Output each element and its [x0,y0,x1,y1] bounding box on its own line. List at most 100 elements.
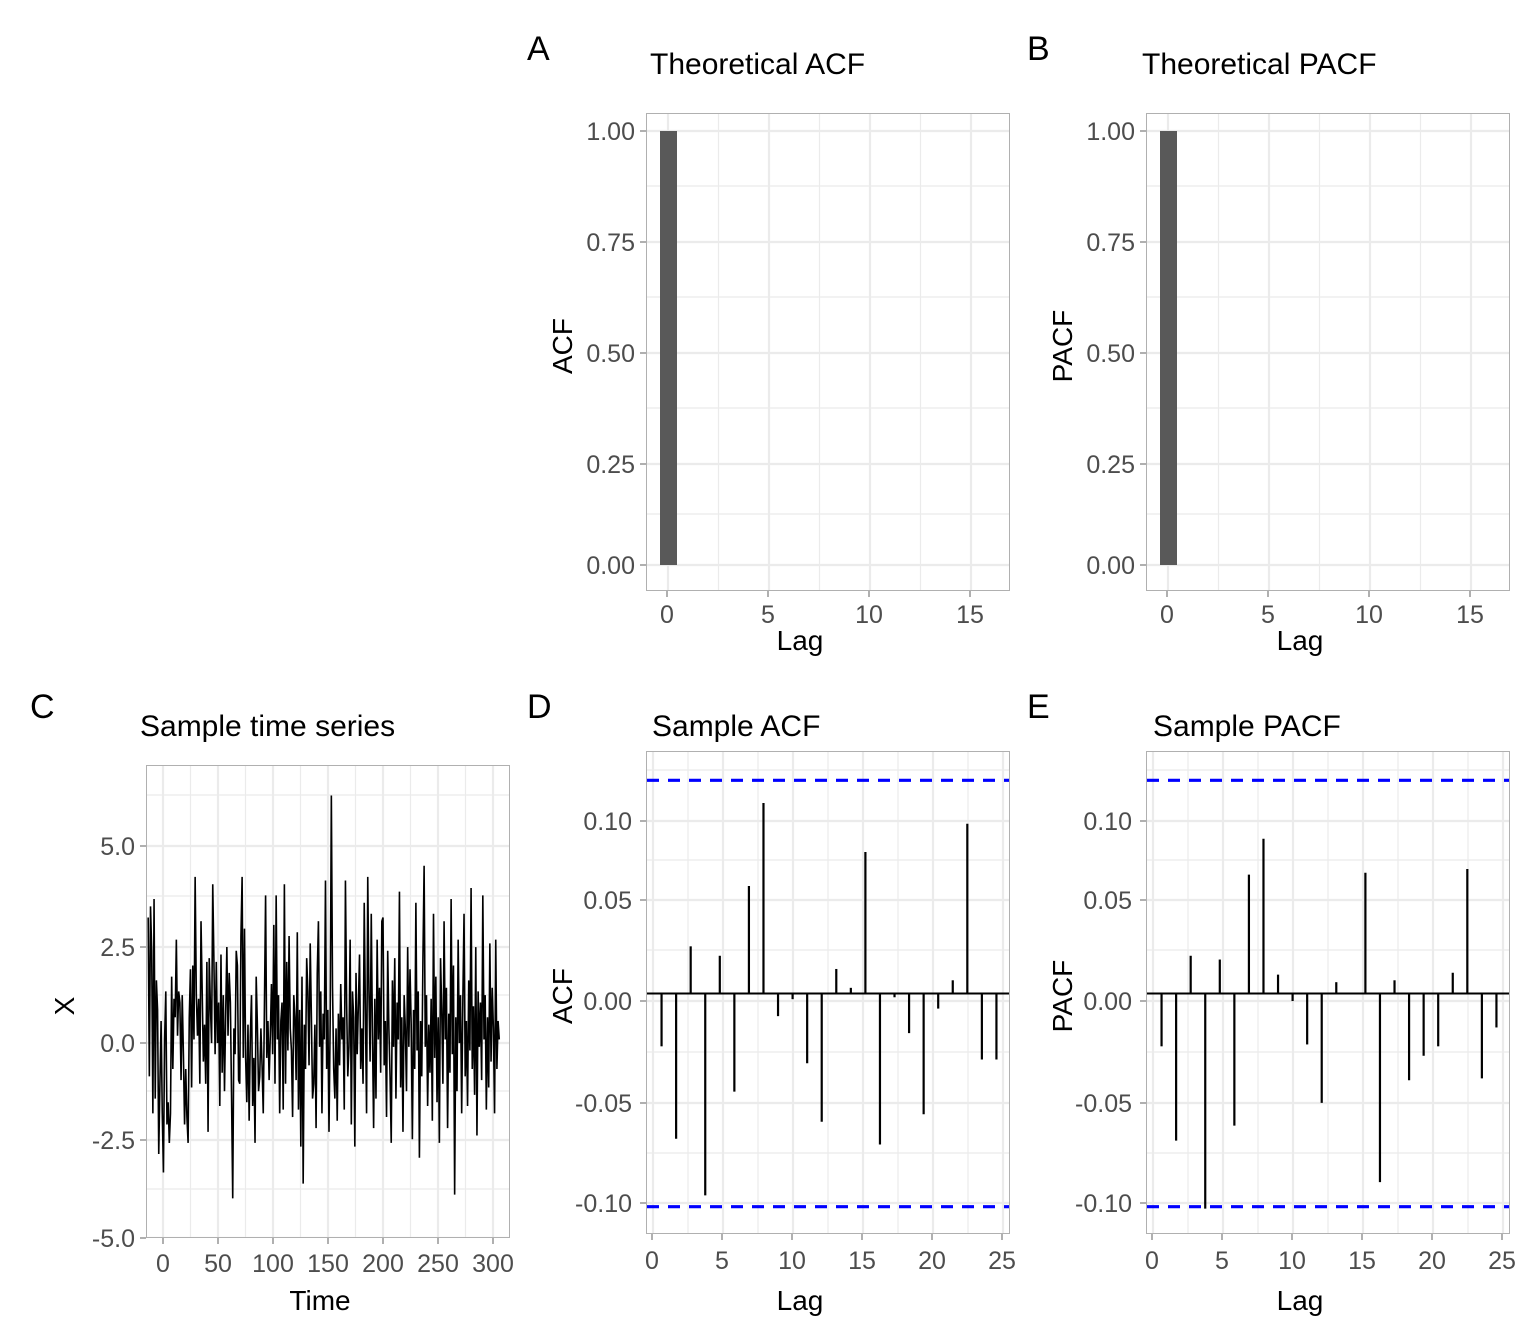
panel-b-ytick-3: 0.75 [1086,229,1135,257]
panel-e-ytickmark-0 [1140,1202,1146,1204]
panel-b-bars [1160,131,1177,565]
panel-c-tag: C [30,688,55,726]
panel-e-xtickmark-4 [1431,1234,1433,1240]
panel-e-xtick-5: 25 [1488,1247,1516,1275]
panel-b-xlabel: Lag [1276,625,1324,656]
panel-d-xtickmark-3 [861,1234,863,1240]
panel-c-title: Sample time series [140,710,396,743]
panel-c-xlabel: Time [289,1285,351,1316]
panel-c-ytick-0: -5.0 [91,1225,135,1253]
panel-b-gridlines [1147,114,1509,590]
panel-b-ytickmark-1 [1140,463,1146,465]
panel-a-bars [660,131,677,565]
panel-a-ytick-0: 0.00 [586,552,635,580]
panel-c-ytick-2: 0.0 [100,1030,135,1058]
panel-c-xtickmark-5 [437,1238,439,1244]
panel-d-xtickmark-1 [721,1234,723,1240]
panel-e-ytick-1: -0.05 [1075,1090,1132,1118]
panel-a-xtickmark-0 [666,591,668,597]
panel-a-ytick-1: 0.25 [586,451,635,479]
panel-c-ytickmark-2 [140,1042,146,1044]
panel-d-xtick-5: 25 [988,1247,1016,1275]
panel-c-ytickmark-1 [140,1139,146,1141]
panel-a-ytick-4: 1.00 [586,118,635,146]
panel-c-xtickmark-4 [382,1238,384,1244]
panel-c-ytick-3: 2.5 [100,934,135,962]
panel-c-xtick-6: 300 [472,1250,514,1278]
panel-e-canvas [1147,752,1509,1233]
panel-b-ytick-2: 0.50 [1086,340,1135,368]
panel-a-xtick-0: 0 [660,601,674,629]
panel-c-canvas [147,766,509,1237]
panel-e-xtickmark-5 [1501,1234,1503,1240]
panel-b-ytick-0: 0.00 [1086,552,1135,580]
panel-c-xtickmark-3 [327,1238,329,1244]
panel-d-plot-area [646,751,1010,1234]
panel-e-ytickmark-1 [1140,1102,1146,1104]
panel-c-ytickmark-3 [140,946,146,948]
panel-d-ytick-1: -0.05 [575,1090,632,1118]
panel-c-ytickmark-0 [140,1237,146,1239]
panel-e-stems [1160,838,1498,1209]
panel-c-xtickmark-6 [492,1238,494,1244]
panel-d-stems [660,802,998,1196]
panel-a-ytick-3: 0.75 [586,229,635,257]
panel-c-ytick-4: 5.0 [100,833,135,861]
panel-a-xtickmark-1 [767,591,769,597]
panel-e-xtick-3: 15 [1348,1247,1376,1275]
panel-d-xtickmark-5 [1001,1234,1003,1240]
panel-b-ytick-1: 0.25 [1086,451,1135,479]
panel-e-ytickmark-3 [1140,899,1146,901]
panel-b-xtick-1: 5 [1261,601,1275,629]
panel-e-xtick-0: 0 [1145,1247,1159,1275]
panel-e-plot-area [1146,751,1510,1234]
panel-a-xlabel: Lag [776,625,824,656]
panel-a-tag: A [527,30,550,68]
panel-a-xtick-3: 15 [956,601,984,629]
panel-e-ytick-0: -0.10 [1075,1190,1132,1218]
panel-c-xtickmark-0 [162,1238,164,1244]
panel-c-xtick-5: 250 [417,1250,459,1278]
panel-e-tag: E [1027,688,1050,726]
panel-b-xtickmark-1 [1267,591,1269,597]
panel-d-xtick-3: 15 [848,1247,876,1275]
panel-d-xtickmark-2 [791,1234,793,1240]
panel-d-ytick-0: -0.10 [575,1190,632,1218]
panel-e-title: Sample PACF [1153,710,1341,743]
panel-c-xtick-3: 150 [307,1250,349,1278]
panel-c-xtick-4: 200 [362,1250,404,1278]
panel-c-xtickmark-1 [217,1238,219,1244]
panel-c-ytickmark-4 [140,845,146,847]
panel-b-tag: B [1027,30,1050,68]
panel-a-ytickmark-4 [640,130,646,132]
panel-a-xtick-2: 10 [855,601,883,629]
panel-b-plot-area [1146,113,1510,591]
panel-b-xtickmark-3 [1469,591,1471,597]
panel-d-ytick-2: 0.00 [583,988,632,1016]
panel-c-ylabel: X [49,996,80,1016]
panel-d-tag: D [527,688,552,726]
panel-c-xtick-1: 50 [204,1250,232,1278]
panel-d-canvas [647,752,1009,1233]
panel-e-xtickmark-1 [1221,1234,1223,1240]
panel-c-series-line [147,795,501,1199]
panel-b-xtick-3: 15 [1456,601,1484,629]
panel-d-xtick-1: 5 [715,1247,729,1275]
panel-d-xtickmark-0 [651,1234,653,1240]
panel-b-xtickmark-0 [1166,591,1168,597]
panel-e-xtickmark-2 [1291,1234,1293,1240]
panel-e-ytick-4: 0.10 [1083,808,1132,836]
panel-d-xtick-0: 0 [645,1247,659,1275]
panel-b-ytickmark-3 [1140,241,1146,243]
panel-a-xtick-1: 5 [761,601,775,629]
panel-b-ytick-4: 1.00 [1086,118,1135,146]
panel-a-ytickmark-2 [640,352,646,354]
panel-e-xtickmark-3 [1361,1234,1363,1240]
panel-a-gridlines [647,114,1009,590]
panel-a-ytickmark-0 [640,564,646,566]
panel-d-xtickmark-4 [931,1234,933,1240]
panel-d-xlabel: Lag [776,1285,824,1316]
panel-e-xtick-4: 20 [1418,1247,1446,1275]
panel-a-xtickmark-2 [868,591,870,597]
